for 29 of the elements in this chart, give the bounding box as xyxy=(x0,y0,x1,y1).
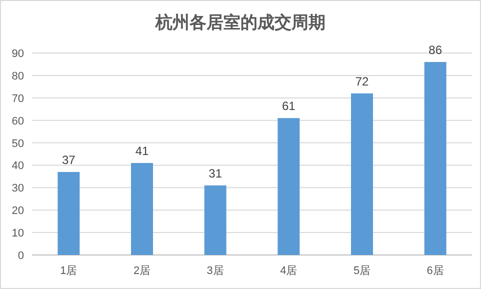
data-label: 61 xyxy=(282,99,296,114)
data-label: 86 xyxy=(428,42,442,57)
bar xyxy=(204,185,226,255)
data-label: 41 xyxy=(135,144,149,158)
y-tick-label: 40 xyxy=(12,160,24,172)
y-tick-label: 0 xyxy=(18,250,24,262)
x-tick-label: 6居 xyxy=(426,265,444,277)
bar xyxy=(131,162,153,255)
data-label: 37 xyxy=(62,152,76,167)
y-tick-label: 90 xyxy=(12,48,24,60)
y-tick-label: 60 xyxy=(12,115,24,128)
y-tick-label: 50 xyxy=(12,138,24,150)
bar xyxy=(351,93,373,255)
y-tick-label: 20 xyxy=(12,205,24,218)
y-tick-label: 30 xyxy=(12,182,24,195)
y-tick-label: 80 xyxy=(12,70,24,82)
data-label: 31 xyxy=(208,166,222,180)
bar xyxy=(424,62,446,255)
x-tick-label: 4居 xyxy=(280,265,298,277)
data-label: 72 xyxy=(355,74,369,88)
y-tick-label: 10 xyxy=(12,228,24,240)
x-tick-label: 5居 xyxy=(353,265,371,277)
x-tick-label: 2居 xyxy=(133,265,151,277)
x-tick-label: 3居 xyxy=(206,265,224,277)
y-tick-label: 70 xyxy=(12,92,24,105)
x-tick-label: 1居 xyxy=(60,265,78,277)
bar xyxy=(278,118,300,255)
bar xyxy=(58,172,80,255)
chart-title: 杭州各居室的成交周期 xyxy=(154,13,326,32)
